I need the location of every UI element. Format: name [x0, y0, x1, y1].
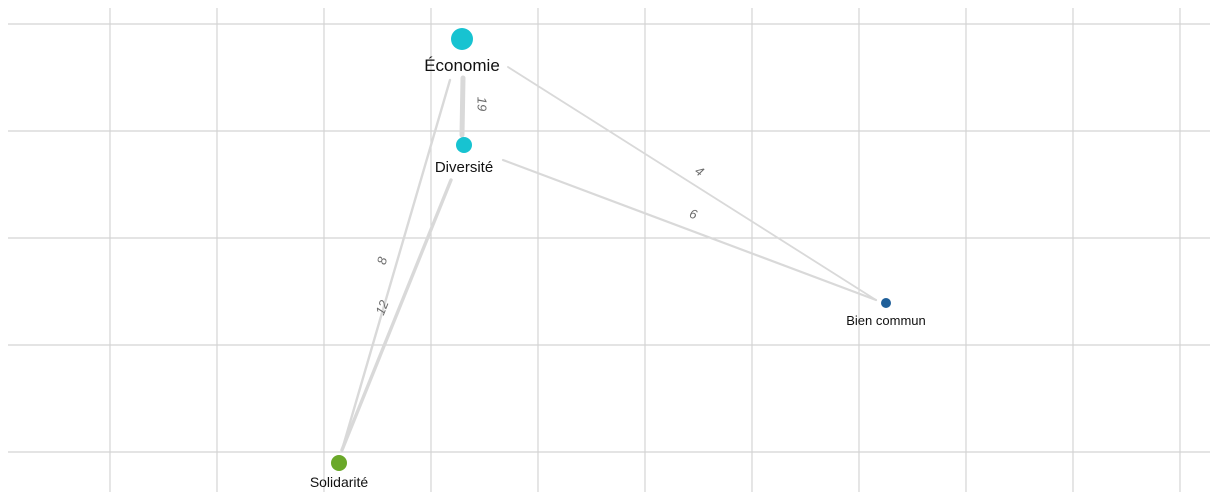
edge-economie-bien_commun[interactable] [507, 66, 877, 301]
edge-weight-label: 8 [374, 255, 391, 267]
edge-weight-label: 12 [372, 297, 392, 317]
node-label: Diversité [435, 159, 493, 176]
node-circle[interactable] [331, 455, 347, 471]
background-grid [8, 8, 1210, 492]
edge-diversite-solidarite[interactable] [340, 178, 453, 452]
node-economie[interactable]: Économie [424, 28, 500, 75]
edge-economie-solidarite[interactable] [340, 78, 452, 452]
node-bien-commun[interactable]: Bien commun [846, 298, 926, 328]
node-diversite[interactable]: Diversité [435, 137, 493, 176]
edges-layer [340, 66, 878, 452]
edge-diversite-bien_commun[interactable] [501, 158, 878, 302]
nodes-layer[interactable]: Économie Diversité Bien commun Solidarité [310, 28, 926, 490]
edge-labels-layer: 19 4 6 8 12 [372, 97, 707, 317]
edge-weight-label: 4 [692, 163, 707, 179]
node-circle[interactable] [456, 137, 472, 153]
node-label: Économie [424, 56, 500, 75]
edge-weight-label: 6 [688, 206, 700, 223]
node-circle[interactable] [451, 28, 473, 50]
edge-economie-diversite[interactable] [459, 75, 466, 138]
node-circle[interactable] [881, 298, 891, 308]
node-label: Bien commun [846, 313, 925, 328]
edge-weight-label: 19 [475, 97, 490, 111]
node-solidarite[interactable]: Solidarité [310, 455, 369, 490]
node-label: Solidarité [310, 474, 369, 490]
